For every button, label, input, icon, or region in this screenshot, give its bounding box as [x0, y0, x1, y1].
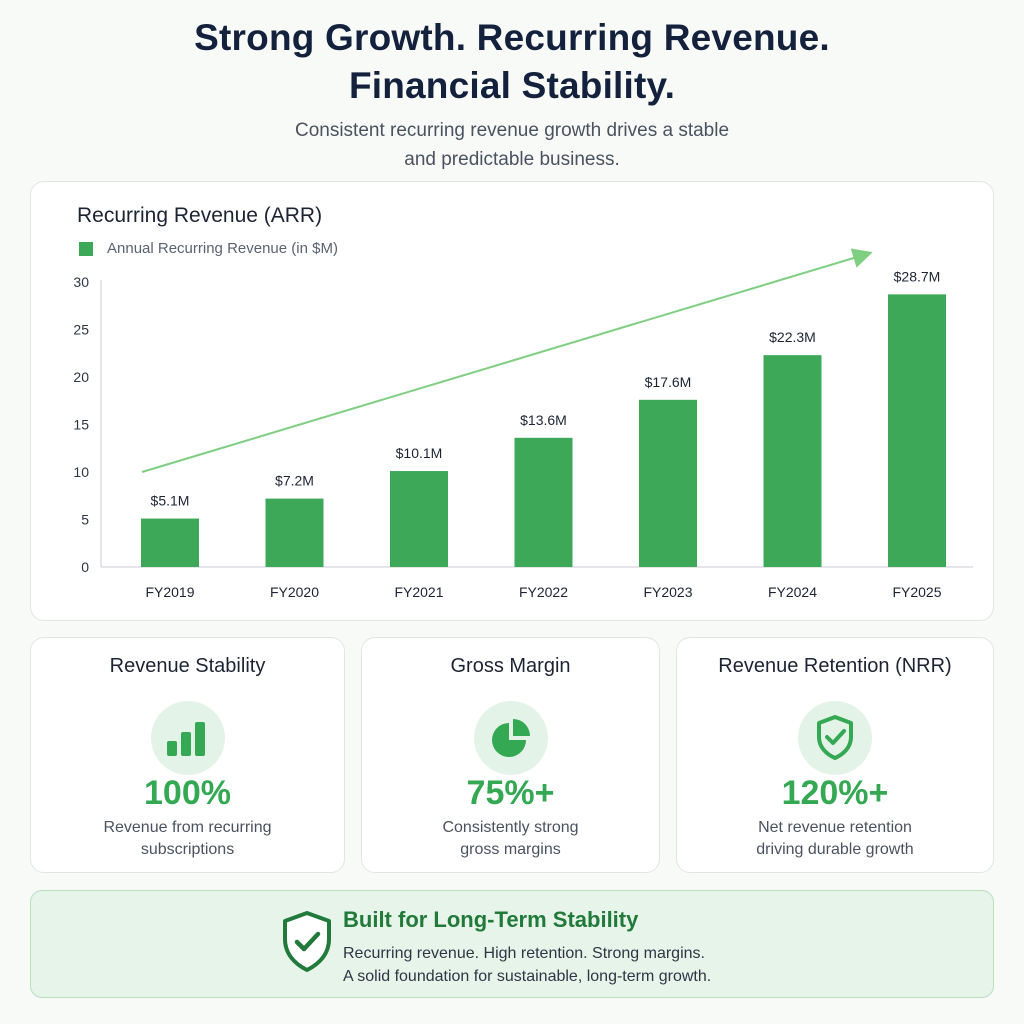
- x-tick-label: FY2025: [892, 584, 941, 600]
- y-tick-label: 10: [73, 464, 89, 480]
- metric-card-revenue-stability: Revenue Stability 100% Revenue from recu…: [30, 637, 345, 873]
- bar-chart-icon: [150, 701, 225, 775]
- x-tick-label: FY2023: [643, 584, 692, 600]
- shield-check-icon: [798, 701, 872, 775]
- banner-title: Built for Long-Term Stability: [343, 907, 639, 932]
- metric-title: Revenue Retention (NRR): [718, 655, 952, 677]
- metric-value: 100%: [144, 774, 231, 812]
- banner-text-line2: A solid foundation for sustainable, long…: [343, 968, 712, 985]
- chart-bar: [390, 471, 448, 567]
- y-tick-label: 0: [81, 559, 89, 575]
- bar-value-label: $13.6M: [520, 412, 567, 428]
- trend-arrow: [141, 248, 873, 473]
- metric-value: 120%+: [781, 774, 889, 812]
- chart-bar: [888, 294, 946, 567]
- y-tick-label: 5: [81, 512, 89, 528]
- metric-title: Revenue Stability: [109, 655, 266, 677]
- x-tick-label: FY2020: [270, 584, 319, 600]
- bar-value-label: $22.3M: [769, 329, 816, 345]
- metric-card-revenue-retention: Revenue Retention (NRR) 120%+ Net revenu…: [676, 637, 994, 873]
- metric-desc-line2: driving durable growth: [756, 841, 914, 858]
- metric-desc-line1: Revenue from recurring: [103, 819, 272, 836]
- y-tick-label: 20: [73, 369, 89, 385]
- banner-text-line1: Recurring revenue. High retention. Stron…: [343, 945, 705, 962]
- metric-desc-line2: gross margins: [460, 841, 561, 858]
- bar-value-label: $7.2M: [275, 473, 314, 489]
- legend-swatch: [79, 241, 93, 256]
- chart-bar: [141, 518, 199, 567]
- metric-description: Consistently strong gross margins: [362, 817, 659, 861]
- metric-description: Revenue from recurring subscriptions: [31, 817, 344, 861]
- x-tick-label: FY2022: [519, 584, 568, 600]
- bar-value-label: $5.1M: [151, 493, 190, 509]
- metric-desc-line2: subscriptions: [140, 841, 235, 858]
- arr-bar-chart: 0 5 10 15 20 25 30 $5.1M FY2019 $7.2M FY2020 $10.1M…: [73, 248, 973, 600]
- legend-label: Annual Recurring Revenue (in $M): [107, 240, 338, 257]
- chart-legend: Annual Recurring Revenue (in $M): [79, 240, 338, 257]
- y-tick-label: 15: [73, 417, 89, 433]
- page-subtitle: Consistent recurring revenue growth driv…: [0, 116, 1024, 174]
- stability-banner: Built for Long-Term Stability Recurring …: [30, 890, 994, 998]
- metric-value: 75%+: [466, 774, 555, 812]
- metric-description: Net revenue retention driving durable gr…: [677, 817, 993, 861]
- chart-bar: [763, 355, 822, 567]
- bar-value-label: $28.7M: [894, 268, 941, 284]
- pie-chart-icon: [473, 701, 548, 775]
- chart-bar: [639, 399, 697, 567]
- y-tick-label: 25: [73, 322, 89, 338]
- metric-card-gross-margin: Gross Margin 75%+ Consistently strong gr…: [361, 637, 660, 873]
- arr-chart-card: 0 5 10 15 20 25 30 $5.1M FY2019 $7.2M FY2020 $10.1M…: [30, 181, 994, 621]
- chart-bar: [514, 437, 573, 567]
- bar-value-label: $17.6M: [645, 374, 692, 390]
- metric-title: Gross Margin: [450, 655, 571, 677]
- shield-check-icon: [279, 909, 335, 980]
- x-tick-label: FY2019: [145, 584, 194, 600]
- page-title-line2: Financial Stability.: [348, 65, 676, 106]
- metric-desc-line1: Consistently strong: [442, 819, 579, 836]
- chart-title: Recurring Revenue (ARR): [77, 204, 323, 227]
- page-title: Strong Growth. Recurring Revenue. Financ…: [0, 14, 1024, 110]
- metric-desc-line1: Net revenue retention: [758, 819, 912, 836]
- page-subtitle-line2: and predictable business.: [404, 149, 620, 170]
- x-tick-label: FY2024: [768, 584, 817, 600]
- bar-value-label: $10.1M: [396, 445, 443, 461]
- chart-bar: [265, 498, 324, 567]
- y-tick-label: 30: [73, 274, 89, 290]
- x-tick-label: FY2021: [394, 584, 443, 600]
- page-subtitle-line1: Consistent recurring revenue growth driv…: [294, 120, 730, 141]
- page-title-line1: Strong Growth. Recurring Revenue.: [194, 17, 830, 58]
